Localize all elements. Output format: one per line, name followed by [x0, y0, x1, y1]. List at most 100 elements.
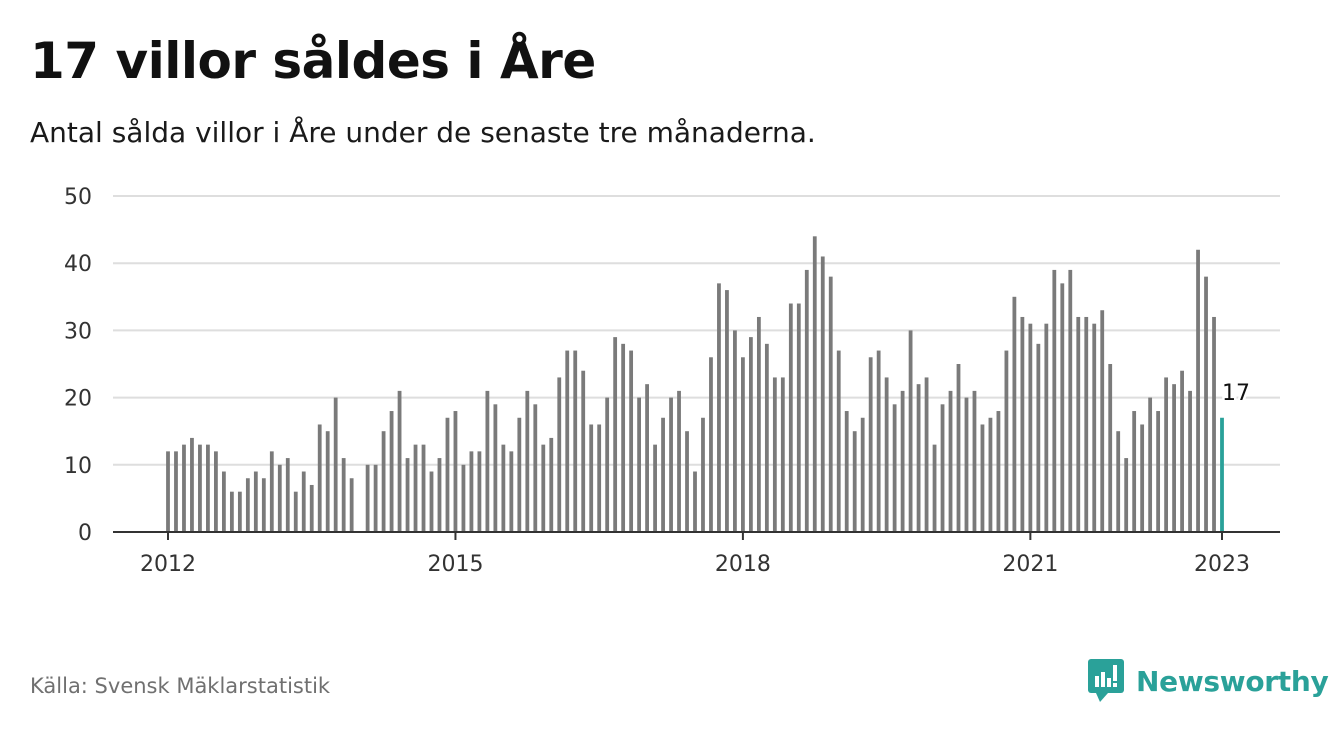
bar	[733, 330, 737, 532]
bar	[788, 303, 793, 532]
y-tick-label: 10	[64, 454, 92, 479]
bar	[1036, 343, 1041, 532]
bar	[1148, 397, 1153, 532]
bar	[190, 437, 194, 532]
bar	[493, 404, 498, 532]
brand-name: Newsworthy	[1136, 664, 1329, 698]
bar	[1116, 431, 1121, 532]
x-tick-label: 2012	[140, 552, 196, 577]
bar	[820, 256, 825, 532]
bar-latest	[1220, 417, 1224, 532]
bar	[756, 316, 761, 532]
bar	[1164, 377, 1169, 532]
bar	[565, 350, 570, 532]
bar	[613, 337, 618, 532]
bar	[221, 471, 226, 532]
bar	[237, 491, 242, 532]
brand-logo[interactable]: Newsworthy	[1088, 658, 1329, 704]
bar	[261, 478, 266, 532]
bar	[349, 478, 354, 532]
bar	[206, 444, 210, 532]
bar	[597, 424, 602, 532]
bar	[1196, 249, 1200, 532]
bar	[461, 464, 466, 532]
bar	[605, 397, 610, 532]
bar	[405, 458, 410, 532]
bar	[717, 283, 721, 532]
bar	[796, 303, 801, 532]
bar	[413, 444, 418, 532]
bar	[301, 471, 306, 532]
bar	[940, 404, 945, 532]
bar	[685, 431, 689, 532]
y-tick-label: 50	[64, 185, 92, 210]
bar	[988, 417, 993, 532]
bar	[198, 444, 202, 532]
bar	[437, 458, 442, 532]
bar	[557, 377, 562, 532]
bar	[293, 491, 298, 532]
bar	[269, 451, 274, 532]
x-tick-label: 2018	[715, 552, 771, 577]
bar	[1068, 269, 1073, 532]
bar	[325, 431, 330, 532]
bar	[701, 417, 705, 532]
bar	[1076, 316, 1081, 532]
bar	[581, 370, 586, 532]
bar	[900, 390, 905, 532]
bar	[1132, 411, 1137, 532]
y-tick-label: 30	[64, 319, 92, 344]
bar	[836, 350, 841, 532]
bar	[621, 343, 626, 532]
bar	[517, 417, 522, 532]
bar	[764, 343, 769, 532]
source-note: Källa: Svensk Mäklarstatistik	[30, 674, 331, 698]
grid-lines	[113, 195, 1280, 466]
bar	[253, 471, 258, 532]
bar	[876, 350, 881, 532]
bar	[653, 444, 657, 532]
bar	[509, 451, 514, 532]
bar	[772, 377, 777, 532]
bar	[1212, 316, 1216, 532]
bar	[469, 451, 474, 532]
x-tick-label: 2023	[1194, 552, 1250, 577]
bar	[397, 390, 402, 532]
bar	[1156, 411, 1161, 532]
bar	[214, 451, 218, 532]
bar	[277, 464, 282, 532]
bar	[812, 236, 817, 532]
bar	[860, 417, 865, 532]
bar	[389, 411, 394, 532]
bar	[317, 424, 322, 532]
bar	[972, 390, 977, 532]
bar	[309, 484, 314, 532]
bar	[477, 451, 482, 532]
y-tick-label: 40	[64, 252, 92, 277]
bar	[1124, 458, 1129, 532]
latest-value-label: 17	[1222, 381, 1250, 406]
bars	[166, 236, 1224, 532]
bar	[541, 444, 546, 532]
bar	[1108, 364, 1113, 532]
bar	[485, 390, 490, 532]
bar	[549, 437, 554, 532]
bar	[629, 350, 634, 532]
bar	[956, 364, 961, 532]
bar	[780, 377, 785, 532]
bar	[868, 357, 873, 532]
bar	[573, 350, 578, 532]
bar	[1092, 323, 1097, 532]
bar	[1020, 316, 1025, 532]
bar	[421, 444, 426, 532]
bar	[1172, 384, 1176, 532]
bar	[1028, 323, 1033, 532]
chart-title: 17 villor såldes i Åre	[30, 32, 596, 90]
annotations: 17	[1220, 379, 1253, 409]
bar	[1012, 296, 1017, 532]
bar	[453, 411, 458, 532]
bar	[693, 471, 697, 532]
bar	[1004, 350, 1009, 532]
bar	[916, 384, 921, 532]
bar	[637, 397, 642, 532]
